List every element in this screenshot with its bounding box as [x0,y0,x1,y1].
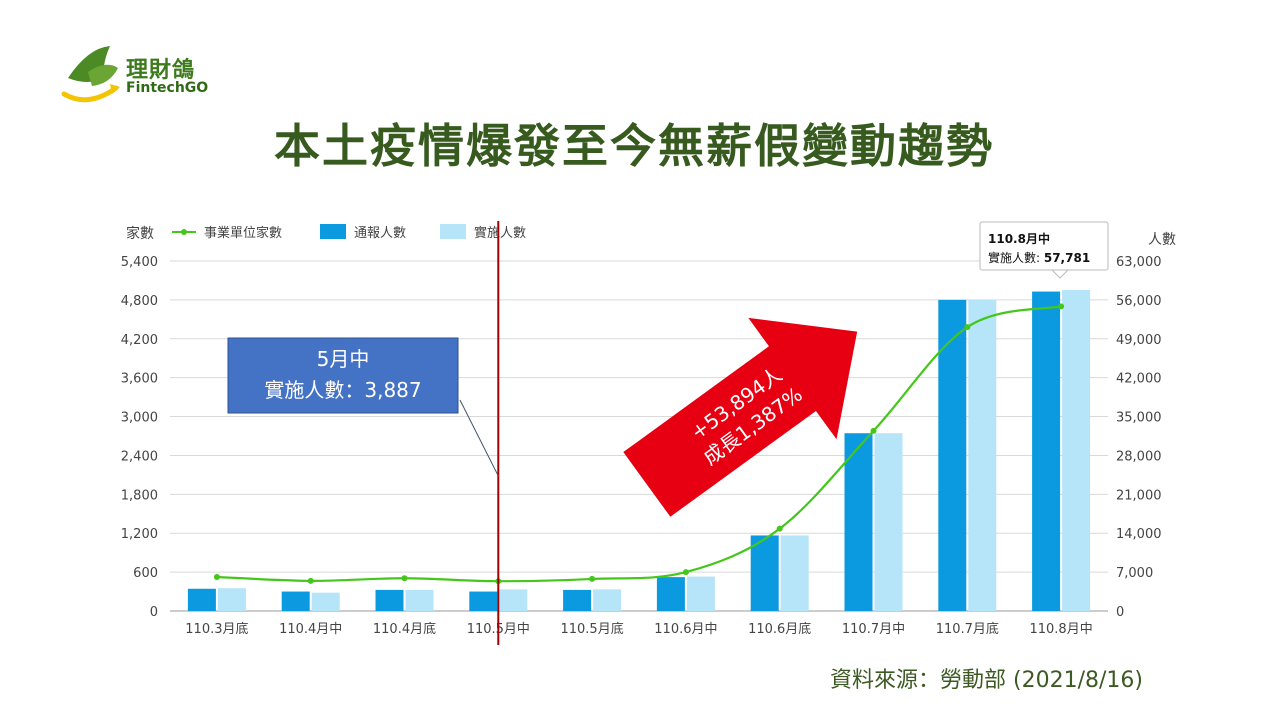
right-tick-label: 21,000 [1116,488,1162,503]
bar-reported [844,433,873,611]
legend-label: 實施人數 [474,225,526,241]
bar-implemented [405,589,434,611]
legend-line-marker [181,229,187,235]
bar-implemented [499,589,528,611]
bar-reported [938,299,967,611]
bar-implemented [874,433,903,611]
tooltip-value: 57,781 [1044,251,1090,265]
left-tick-label: 4,200 [121,333,158,348]
bar-implemented [1062,289,1091,611]
line-companies [216,305,1062,583]
bar-reported [281,591,310,611]
left-tick-label: 0 [150,605,158,620]
tooltip-line: 實施人數: 57,781 [988,250,1090,265]
tooltip-label: 實施人數: [988,250,1044,265]
x-tick-label: 110.5月底 [560,621,623,637]
left-tick-label: 600 [133,566,158,581]
line-point [401,575,408,582]
line-point [307,577,314,584]
page-title: 本土疫情爆發至今無薪假變動趨勢 [274,119,994,173]
bar-implemented [311,592,340,611]
line-point [870,427,877,434]
callout-leader [459,399,499,477]
left-tick-label: 2,400 [121,449,158,464]
x-tick-label: 110.7月中 [842,622,905,637]
bar-implemented [217,588,246,611]
tooltip-box [979,221,1109,271]
legend-swatch-reported [320,224,346,239]
tooltip-title: 110.8月中 [988,231,1050,246]
bar-implemented [686,576,715,611]
right-tick-label: 63,000 [1116,255,1162,270]
callout-value: 實施人數：3,887 [264,378,421,402]
x-tick-label: 110.8月中 [1029,622,1092,637]
left-tick-label: 1,200 [121,527,158,542]
bar-reported [1032,291,1061,611]
right-tick-label: 42,000 [1116,372,1162,387]
logo-name: 理財鴿 [126,58,196,83]
line-point [964,324,971,331]
bar-reported [563,589,592,611]
bar-implemented [968,299,997,611]
line-point [213,573,220,580]
left-axis-label: 家數 [126,225,154,242]
right-tick-label: 0 [1116,605,1124,620]
bar-reported [750,535,779,611]
bar-implemented [780,535,809,611]
legend-swatch-implemented [440,224,466,239]
legend-label: 事業單位家數 [204,225,282,241]
x-tick-label: 110.6月中 [654,622,717,637]
left-tick-label: 1,800 [121,488,158,503]
left-tick-label: 3,000 [121,411,158,426]
bar-implemented [593,589,622,611]
x-tick-label: 110.6月底 [748,621,811,637]
left-tick-label: 4,800 [121,294,158,309]
tooltip-pointer [1050,269,1070,279]
right-tick-label: 14,000 [1116,527,1162,542]
bar-reported [656,577,685,611]
bar-reported [375,589,404,611]
left-tick-label: 3,600 [121,372,158,387]
x-tick-label: 110.7月底 [936,621,999,637]
growth-arrow-shape [623,317,858,517]
right-tick-label: 7,000 [1116,566,1153,581]
callout-box [227,337,459,414]
logo-subtitle: FintechGO [126,80,209,96]
right-tick-label: 35,000 [1116,411,1162,426]
x-tick-label: 110.4月底 [373,621,436,637]
right-tick-label: 49,000 [1116,333,1162,348]
line-point [589,575,596,582]
legend: 事業單位家數 通報人數 實施人數 [172,224,526,241]
left-tick-label: 5,400 [121,255,158,270]
legend-label: 通報人數 [354,226,406,241]
line-point [682,569,689,576]
source-note: 資料來源：勞動部 (2021/8/16) [830,668,1143,693]
right-tick-label: 56,000 [1116,294,1162,309]
callout-title: 5月中 [317,347,370,371]
x-tick-label: 110.4月中 [279,622,342,637]
bar-reported [469,591,498,611]
fintechgo-logo-icon [61,46,120,103]
right-tick-label: 28,000 [1116,449,1162,464]
right-axis-label: 人數 [1148,232,1176,248]
bar-reported [187,588,216,611]
x-tick-label: 110.3月底 [185,621,248,637]
line-point [776,525,783,532]
line-point [1058,303,1065,310]
